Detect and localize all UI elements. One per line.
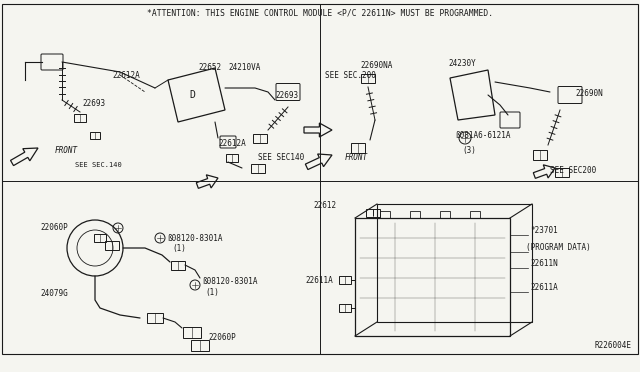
Text: (3): (3) bbox=[462, 146, 476, 155]
Bar bbox=[380, 211, 390, 218]
Bar bbox=[377, 204, 532, 322]
Bar bbox=[251, 164, 265, 173]
Text: 24210VA: 24210VA bbox=[228, 63, 260, 72]
Text: ß081A6-6121A: ß081A6-6121A bbox=[455, 131, 511, 140]
Bar bbox=[94, 234, 106, 242]
Text: 22611A: 22611A bbox=[530, 283, 557, 292]
Text: 22612A: 22612A bbox=[218, 139, 246, 148]
Text: *ATTENTION: THIS ENGINE CONTROL MODULE <P/C 22611N> MUST BE PROGRAMMED.: *ATTENTION: THIS ENGINE CONTROL MODULE <… bbox=[147, 8, 493, 17]
Bar bbox=[226, 154, 238, 162]
Text: 22652: 22652 bbox=[198, 63, 221, 72]
Text: 22612A: 22612A bbox=[112, 71, 140, 80]
Text: 22060P: 22060P bbox=[40, 223, 68, 232]
Bar bbox=[410, 211, 420, 218]
Text: 24079G: 24079G bbox=[40, 289, 68, 298]
Text: 22611A: 22611A bbox=[305, 276, 333, 285]
Text: 22060P: 22060P bbox=[208, 333, 236, 342]
Bar bbox=[351, 143, 365, 153]
Text: ß08120-8301A: ß08120-8301A bbox=[202, 278, 257, 286]
Text: SEE SEC140: SEE SEC140 bbox=[258, 153, 304, 162]
Text: ß08120-8301A: ß08120-8301A bbox=[167, 234, 223, 243]
Bar bbox=[440, 211, 450, 218]
Bar bbox=[191, 340, 209, 350]
Bar bbox=[470, 211, 480, 218]
Bar bbox=[90, 131, 100, 138]
Text: FRONT: FRONT bbox=[345, 153, 368, 162]
Text: 22693: 22693 bbox=[82, 99, 105, 108]
Bar bbox=[171, 260, 185, 269]
Text: FRONT: FRONT bbox=[55, 146, 78, 155]
Bar bbox=[361, 74, 375, 83]
Text: SEE SEC200: SEE SEC200 bbox=[550, 166, 596, 175]
Bar bbox=[183, 327, 201, 337]
Bar bbox=[533, 150, 547, 160]
Text: (1): (1) bbox=[172, 244, 186, 253]
Text: 22690N: 22690N bbox=[575, 89, 603, 98]
Text: SEE SEC.200: SEE SEC.200 bbox=[325, 71, 376, 80]
Bar bbox=[555, 167, 569, 176]
Text: (1): (1) bbox=[205, 288, 219, 296]
Text: (PROGRAM DATA): (PROGRAM DATA) bbox=[526, 243, 591, 252]
Bar bbox=[355, 218, 510, 336]
Bar bbox=[74, 114, 86, 122]
Text: R226004E: R226004E bbox=[595, 341, 632, 350]
Bar bbox=[253, 134, 267, 142]
Bar bbox=[339, 304, 351, 312]
Bar bbox=[339, 276, 351, 284]
Text: 22690NA: 22690NA bbox=[360, 61, 392, 70]
Text: 24230Y: 24230Y bbox=[448, 59, 476, 68]
Bar bbox=[147, 313, 163, 323]
Text: 22693: 22693 bbox=[275, 91, 298, 100]
Bar bbox=[366, 209, 380, 217]
Bar bbox=[105, 241, 119, 250]
Text: 22611N: 22611N bbox=[530, 259, 557, 268]
Text: D: D bbox=[189, 90, 195, 100]
Text: *23701: *23701 bbox=[530, 226, 557, 235]
Text: 22612: 22612 bbox=[313, 201, 336, 210]
Text: SEE SEC.140: SEE SEC.140 bbox=[75, 162, 122, 168]
